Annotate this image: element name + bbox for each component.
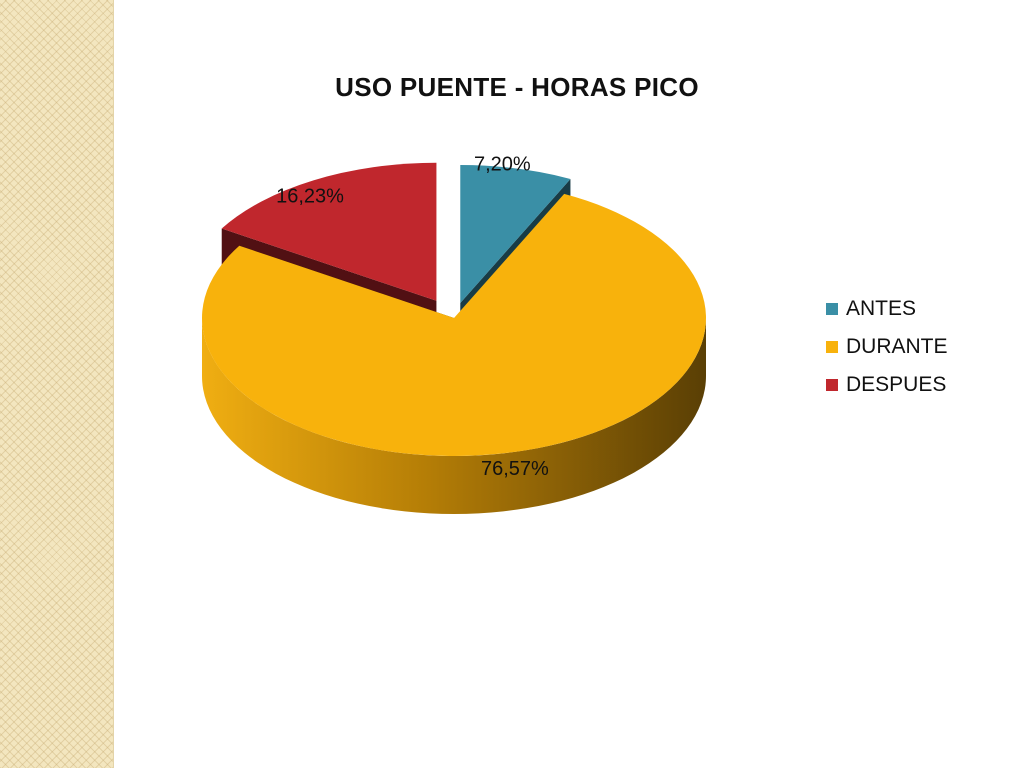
legend-label-antes: ANTES — [846, 297, 917, 320]
legend-label-despues: DESPUES — [846, 373, 947, 396]
legend-swatch-despues — [826, 379, 838, 391]
slice-side-durante — [202, 318, 706, 514]
slice-despues — [221, 162, 437, 301]
chart-title: USO PUENTE - HORAS PICO — [335, 72, 699, 102]
slice-antes — [460, 165, 571, 304]
legend-item-despues: DESPUES — [826, 366, 948, 404]
data-label-despues: 16,23% — [276, 185, 344, 207]
data-label-durante: 76,57% — [481, 458, 549, 480]
decorative-side-strip — [0, 0, 114, 768]
legend-item-antes: ANTES — [826, 290, 948, 328]
legend-label-durante: DURANTE — [846, 335, 948, 358]
legend-swatch-durante — [826, 341, 838, 353]
legend-item-durante: DURANTE — [826, 328, 948, 366]
legend-swatch-antes — [826, 303, 838, 315]
data-label-antes: 7,20% — [474, 154, 531, 176]
chart-legend: ANTES DURANTE DESPUES — [826, 290, 948, 404]
slice-durante — [202, 193, 706, 457]
